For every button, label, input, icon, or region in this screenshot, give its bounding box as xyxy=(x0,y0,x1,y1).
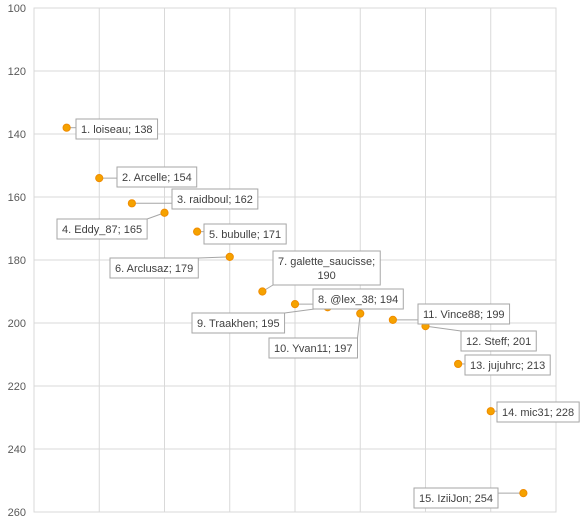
data-label-text: 10. Yvan11; 197 xyxy=(274,343,353,355)
data-label-box xyxy=(191,312,286,334)
data-point xyxy=(388,315,397,324)
data-point xyxy=(95,174,104,183)
data-label-box xyxy=(203,223,287,245)
data-label-text: 7. galette_saucisse; 190 xyxy=(278,256,375,282)
y-tick-label: 200 xyxy=(8,318,26,330)
data-label: 15. IziiJon; 254 xyxy=(413,487,499,509)
leader-line xyxy=(198,256,230,259)
data-label-text: 9. Traakhen; 195 xyxy=(197,318,280,330)
data-label: 7. galette_saucisse; 190 xyxy=(272,250,381,286)
data-label: 11. Vince88; 199 xyxy=(417,303,511,325)
data-point xyxy=(193,227,202,236)
plot-frame xyxy=(33,7,557,513)
data-label-box xyxy=(75,118,159,140)
y-tick-label: 120 xyxy=(8,66,26,78)
data-label: 9. Traakhen; 195 xyxy=(191,312,286,334)
data-label-box xyxy=(56,218,148,240)
y-tick-label: 160 xyxy=(8,192,26,204)
data-label: 8. @lex_38; 194 xyxy=(312,288,404,310)
data-label-box xyxy=(312,288,404,310)
data-label: 10. Yvan11; 197 xyxy=(268,337,358,359)
data-label-box xyxy=(171,188,259,210)
data-point xyxy=(356,309,365,318)
data-label-text: 12. Steff; 201 xyxy=(466,336,531,348)
data-label-box xyxy=(109,257,199,279)
data-label: 6. Arclusaz; 179 xyxy=(109,257,199,279)
data-label-text: 11. Vince88; 199 xyxy=(423,309,505,321)
data-label-box xyxy=(460,330,537,352)
data-label-box xyxy=(272,250,381,286)
data-label: 3. raidboul; 162 xyxy=(171,188,259,210)
data-label-text: 14. mic31; 228 xyxy=(502,407,574,419)
data-label: 5. bubulle; 171 xyxy=(203,223,287,245)
data-label-text: 15. IziiJon; 254 xyxy=(419,493,493,505)
data-label-box xyxy=(464,354,551,376)
data-label-text: 13. jujuhrc; 213 xyxy=(470,360,545,372)
data-label: 14. mic31; 228 xyxy=(496,401,580,423)
leader-line xyxy=(425,325,462,332)
data-label-text: 1. loiseau; 138 xyxy=(81,124,153,136)
y-tick-label: 100 xyxy=(8,3,26,15)
data-point xyxy=(290,300,300,309)
data-label-text: 2. Arcelle; 154 xyxy=(122,172,192,184)
data-labels: 1. loiseau; 138 2. Arcelle; 154 3. raidbou… xyxy=(56,118,580,509)
y-tick-label: 180 xyxy=(8,255,26,267)
data-label-text: 5. bubulle; 171 xyxy=(209,229,281,241)
data-points xyxy=(62,123,528,498)
y-tick-label: 140 xyxy=(8,129,26,141)
data-label-text: 3. raidboul; 162 xyxy=(177,194,253,206)
y-tick-label: 220 xyxy=(8,381,26,393)
data-point xyxy=(486,407,495,416)
data-point xyxy=(225,252,234,261)
data-label-text: 8. @lex_38; 194 xyxy=(318,294,398,306)
y-tick-label: 240 xyxy=(8,444,26,456)
data-label-box xyxy=(268,337,358,359)
data-label: 1. loiseau; 138 xyxy=(75,118,159,140)
y-tick-label: 260 xyxy=(8,507,26,519)
data-label-text: 6. Arclusaz; 179 xyxy=(115,263,193,275)
data-point xyxy=(160,208,169,217)
data-label-text: 4. Eddy_87; 165 xyxy=(62,224,142,236)
data-point xyxy=(127,199,136,208)
data-label: 12. Steff; 201 xyxy=(460,330,537,352)
data-label-box xyxy=(496,401,580,423)
data-label-box xyxy=(116,166,198,188)
data-point xyxy=(454,359,463,369)
data-label-box xyxy=(417,303,511,325)
data-point xyxy=(258,287,267,296)
data-label: 2. Arcelle; 154 xyxy=(116,166,198,188)
data-label-box xyxy=(413,487,499,509)
data-label: 4. Eddy_87; 165 xyxy=(56,218,148,240)
data-label: 13. jujuhrc; 213 xyxy=(464,354,551,376)
y-axis: 100 120 140 160 180 200 220 240 260 xyxy=(8,3,26,519)
data-point xyxy=(62,123,71,132)
leader-line xyxy=(357,313,361,339)
data-point xyxy=(519,489,528,498)
